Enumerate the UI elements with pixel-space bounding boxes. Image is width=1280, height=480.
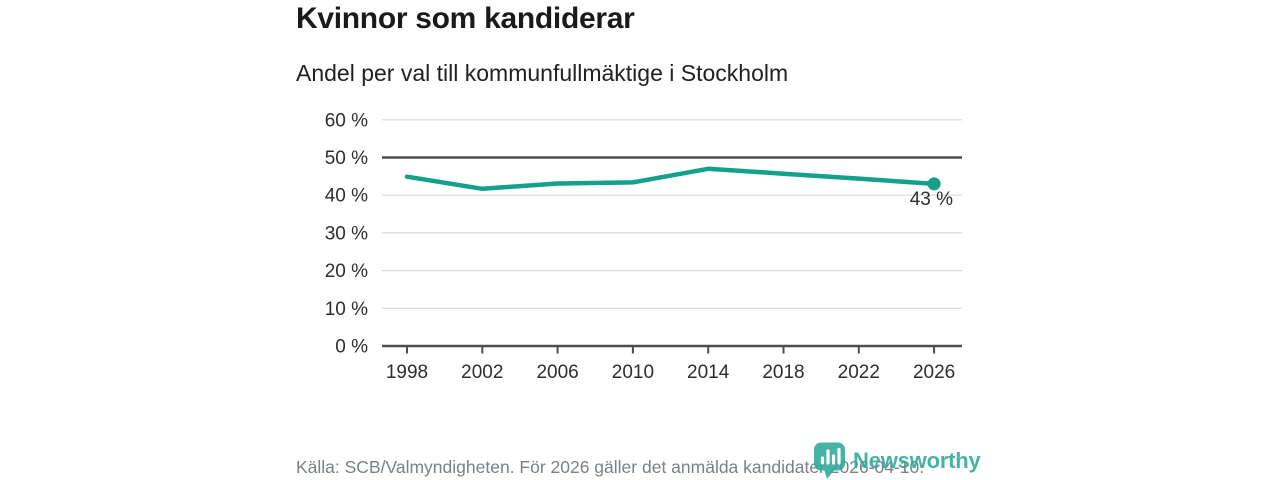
y-axis-label: 40 % [325,186,368,207]
newsworthy-logo-text: Newsworthy [853,447,981,473]
y-axis-label: 0 % [335,337,368,358]
y-axis-label: 60 % [325,110,368,131]
newsworthy-logo-icon [814,442,845,479]
y-axis-label: 50 % [325,148,368,169]
end-point-marker [927,177,941,191]
x-axis-label: 2006 [536,362,578,383]
x-axis-label: 2010 [612,362,654,383]
newsworthy-logo[interactable]: Newsworthy [813,442,981,479]
x-axis-label: 1998 [386,362,428,383]
x-axis-label: 2002 [461,362,503,383]
source-note: Källa: SCB/Valmyndigheten. För 2026 gäll… [296,457,925,477]
chart-subtitle: Andel per val till kommunfullmäktige i S… [296,60,789,86]
data-line-women-candidates [404,166,937,192]
x-axis-label: 2026 [913,362,955,383]
x-axis-label: 2014 [687,362,730,383]
y-axis-label: 20 % [325,261,368,282]
chart-title: Kvinnor som kandiderar [296,2,635,35]
end-value-label: 43 % [910,189,953,210]
x-axis-label: 2022 [838,362,880,383]
y-axis-label: 10 % [325,299,368,320]
y-axis-label: 30 % [325,223,368,244]
x-axis-label: 2018 [762,362,804,383]
